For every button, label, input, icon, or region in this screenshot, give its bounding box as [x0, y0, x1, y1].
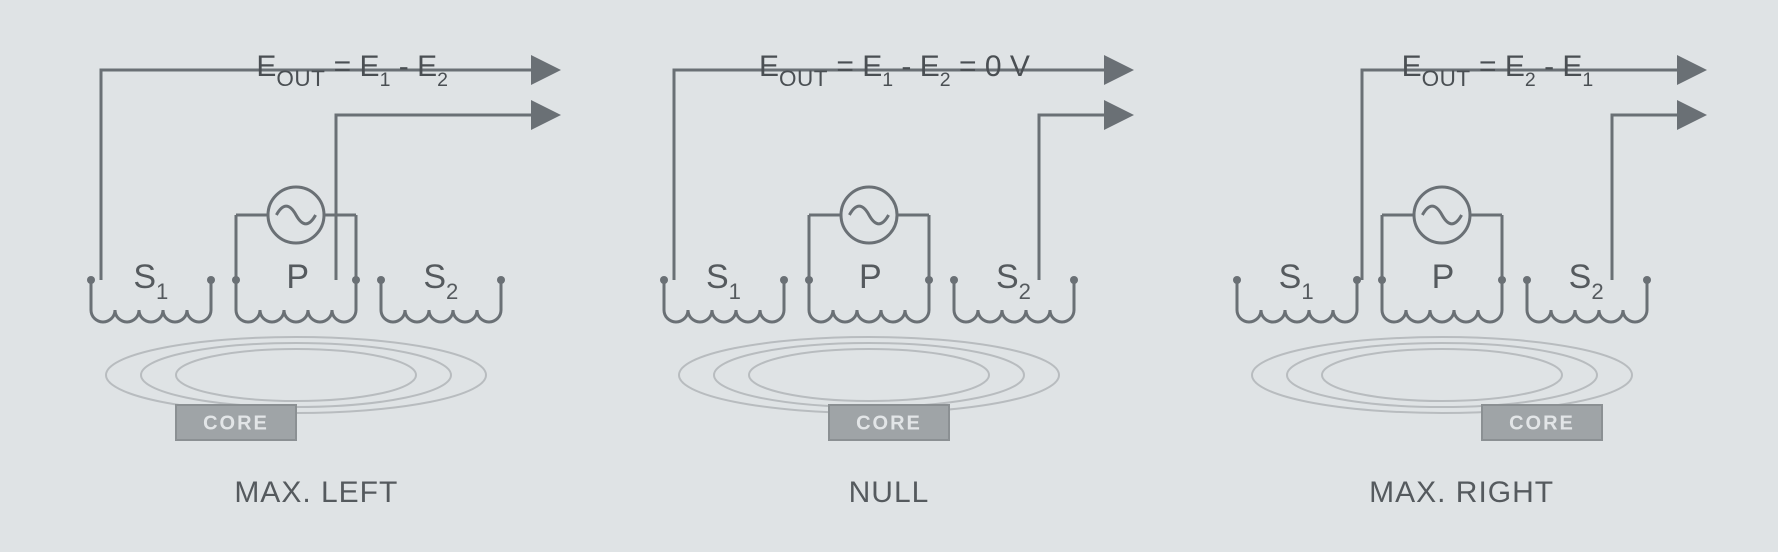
eq-E1-sub: 1: [380, 69, 391, 91]
eq-out-sub: OUT: [779, 66, 828, 91]
coil-s2: [1527, 310, 1647, 322]
eq-minus: -: [390, 50, 417, 83]
lvdt-panel-null: COREEOUT = E1 - E2 = 0 VS1PS2NULL: [629, 40, 1149, 510]
coil-s1: [1237, 310, 1357, 322]
terminal-dot: [660, 276, 668, 284]
flux-ellipse: [714, 343, 1024, 407]
coil-p: [1382, 310, 1502, 322]
eq-E2: E: [920, 50, 940, 83]
flux-ellipse: [141, 343, 451, 407]
eq-eq: =: [828, 50, 862, 83]
core-label: CORE: [203, 413, 269, 435]
label-s1: S1: [706, 258, 741, 302]
output-lead-top: [1362, 70, 1702, 280]
coil-s1: [91, 310, 211, 322]
eq-minus: -: [1536, 50, 1563, 83]
terminal-dot: [1643, 276, 1651, 284]
label-p: P: [286, 258, 309, 297]
output-lead-bot: [1039, 115, 1129, 280]
label-s2: S2: [423, 258, 458, 302]
eq-E1-sub: 2: [1525, 69, 1536, 91]
output-equation: EOUT = E1 - E2: [256, 50, 448, 89]
eq-E: E: [1402, 50, 1422, 83]
panel-caption: NULL: [629, 476, 1149, 510]
eq-eq: =: [1471, 50, 1505, 83]
eq-E2: E: [417, 50, 437, 83]
terminal-dot: [1233, 276, 1241, 284]
sine-symbol: [277, 206, 316, 224]
eq-out-sub: OUT: [276, 66, 325, 91]
eq-E1: E: [862, 50, 882, 83]
sine-symbol: [849, 206, 888, 224]
flux-ellipse: [1287, 343, 1597, 407]
eq-suffix: = 0 V: [951, 50, 1030, 83]
output-lead-bot: [336, 115, 556, 280]
lvdt-panel-right: COREEOUT = E2 - E1S1PS2MAX. RIGHT: [1202, 40, 1722, 510]
output-lead-top: [101, 70, 556, 280]
output-equation: EOUT = E1 - E2 = 0 V: [759, 50, 1030, 89]
flux-ellipse: [176, 349, 416, 401]
output-equation: EOUT = E2 - E1: [1402, 50, 1594, 89]
terminal-dot: [1353, 276, 1361, 284]
terminal-dot: [377, 276, 385, 284]
coil-s2: [954, 310, 1074, 322]
eq-E: E: [256, 50, 276, 83]
label-p: P: [1432, 258, 1455, 297]
eq-E1-sub: 1: [882, 69, 893, 91]
coil-s1: [664, 310, 784, 322]
terminal-dot: [497, 276, 505, 284]
label-s1: S1: [1279, 258, 1314, 302]
terminal-dot: [1523, 276, 1531, 284]
coil-p: [809, 310, 929, 322]
core-label: CORE: [1509, 413, 1575, 435]
terminal-dot: [207, 276, 215, 284]
terminal-dot: [950, 276, 958, 284]
eq-E1: E: [360, 50, 380, 83]
label-p: P: [859, 258, 882, 297]
core-label: CORE: [856, 413, 922, 435]
terminal-dot: [1070, 276, 1078, 284]
panel-caption: MAX. LEFT: [56, 476, 576, 510]
eq-E2-sub: 2: [437, 69, 448, 91]
label-s1: S1: [133, 258, 168, 302]
terminal-dot: [780, 276, 788, 284]
eq-E2-sub: 1: [1582, 69, 1593, 91]
sine-symbol: [1422, 206, 1461, 224]
flux-ellipse: [1322, 349, 1562, 401]
output-lead-bot: [1612, 115, 1702, 280]
eq-E2: E: [1562, 50, 1582, 83]
panel-caption: MAX. RIGHT: [1202, 476, 1722, 510]
label-s2: S2: [996, 258, 1031, 302]
coil-s2: [381, 310, 501, 322]
eq-E1: E: [1505, 50, 1525, 83]
output-lead-top: [674, 70, 1129, 280]
eq-eq: =: [325, 50, 359, 83]
eq-out-sub: OUT: [1422, 66, 1471, 91]
eq-E2-sub: 2: [940, 69, 951, 91]
coil-p: [236, 310, 356, 322]
terminal-dot: [87, 276, 95, 284]
eq-E: E: [759, 50, 779, 83]
eq-minus: -: [893, 50, 920, 83]
label-s2: S2: [1569, 258, 1604, 302]
flux-ellipse: [749, 349, 989, 401]
lvdt-panel-left: COREEOUT = E1 - E2S1PS2MAX. LEFT: [56, 40, 576, 510]
